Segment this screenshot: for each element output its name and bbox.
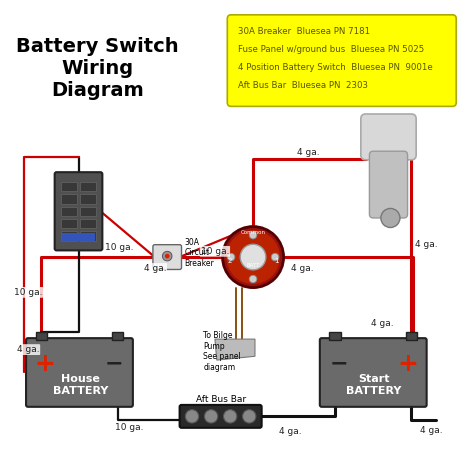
Text: 4 ga.: 4 ga. (279, 427, 301, 436)
Circle shape (243, 410, 256, 423)
Circle shape (249, 275, 257, 283)
Text: 4 ga.: 4 ga. (144, 264, 166, 273)
Text: To Bilge
Pump
See panel
diagram: To Bilge Pump See panel diagram (203, 331, 241, 372)
FancyBboxPatch shape (320, 338, 427, 407)
Circle shape (240, 244, 266, 270)
Circle shape (165, 254, 170, 258)
FancyBboxPatch shape (369, 151, 408, 218)
Text: Common: Common (241, 230, 265, 235)
Text: 1: 1 (274, 258, 279, 264)
Bar (81, 231, 96, 241)
Text: +: + (35, 352, 55, 376)
Circle shape (381, 208, 400, 228)
Bar (112, 332, 123, 340)
Bar (406, 332, 417, 340)
Circle shape (271, 253, 279, 261)
Text: −: − (104, 354, 123, 374)
Text: 4 ga.: 4 ga. (415, 240, 438, 249)
Circle shape (249, 231, 257, 239)
Circle shape (227, 253, 235, 261)
Text: Fuse Panel w/ground bus  Bluesea PN 5025: Fuse Panel w/ground bus Bluesea PN 5025 (238, 45, 424, 54)
Bar (61, 231, 77, 241)
Bar (329, 332, 341, 340)
Text: Battery Switch
Wiring
Diagram: Battery Switch Wiring Diagram (16, 37, 179, 100)
Text: BATT: BATT (246, 263, 260, 268)
FancyBboxPatch shape (153, 245, 182, 269)
Circle shape (222, 227, 283, 288)
Bar (81, 207, 96, 216)
Text: −: − (329, 354, 348, 374)
Circle shape (226, 230, 280, 284)
Text: 2: 2 (227, 258, 231, 264)
Text: Start
BATTERY: Start BATTERY (346, 374, 402, 396)
Text: 4 ga.: 4 ga. (297, 148, 319, 157)
Polygon shape (215, 339, 255, 360)
Text: 10 ga.: 10 ga. (115, 423, 143, 432)
Circle shape (204, 410, 218, 423)
FancyBboxPatch shape (55, 172, 102, 250)
Bar (61, 182, 77, 191)
Text: 4 ga.: 4 ga. (17, 345, 39, 354)
Text: 4 ga.: 4 ga. (371, 319, 393, 328)
Text: 10 ga.: 10 ga. (201, 247, 229, 256)
Text: Aft Bus Bar  Bluesea PN  2303: Aft Bus Bar Bluesea PN 2303 (238, 81, 368, 90)
Text: 4 ga.: 4 ga. (292, 264, 314, 273)
FancyBboxPatch shape (180, 405, 262, 428)
FancyBboxPatch shape (228, 15, 456, 106)
Bar (62, 233, 95, 241)
Circle shape (163, 251, 172, 261)
Text: 4 ga.: 4 ga. (420, 426, 443, 435)
Text: Aft Bus Bar: Aft Bus Bar (196, 395, 246, 404)
Bar (61, 207, 77, 216)
Bar (81, 182, 96, 191)
Bar (81, 194, 96, 204)
Text: 10 ga.: 10 ga. (14, 288, 42, 297)
FancyBboxPatch shape (26, 338, 133, 407)
Text: 30A
Circuit
Breaker: 30A Circuit Breaker (184, 238, 214, 268)
Bar (61, 194, 77, 204)
Text: 30A Breaker  Bluesea PN 7181: 30A Breaker Bluesea PN 7181 (238, 27, 370, 36)
FancyBboxPatch shape (361, 114, 416, 160)
Text: +: + (397, 352, 418, 376)
Bar (81, 219, 96, 228)
Text: 4 Position Battery Switch  Bluesea PN  9001e: 4 Position Battery Switch Bluesea PN 900… (238, 63, 433, 72)
Circle shape (223, 410, 237, 423)
Circle shape (185, 410, 199, 423)
Bar (61, 219, 77, 228)
Text: House
BATTERY: House BATTERY (53, 374, 108, 396)
Bar (36, 332, 47, 340)
Text: 10 ga.: 10 ga. (105, 243, 134, 252)
